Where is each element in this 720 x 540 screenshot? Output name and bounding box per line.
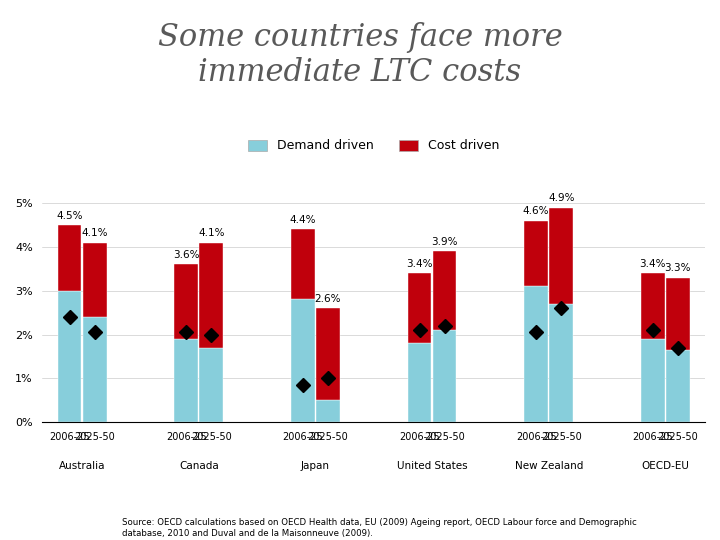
Text: Canada: Canada xyxy=(179,461,219,471)
Bar xyxy=(666,350,690,422)
Bar xyxy=(524,221,548,286)
Text: OECD-EU: OECD-EU xyxy=(642,461,689,471)
Text: Some countries face more
immediate LTC costs: Some countries face more immediate LTC c… xyxy=(158,22,562,89)
Bar xyxy=(433,251,456,330)
Bar xyxy=(524,286,548,422)
Bar xyxy=(408,343,431,422)
Text: United States: United States xyxy=(397,461,467,471)
Bar xyxy=(174,265,198,339)
Bar xyxy=(199,242,223,348)
Bar xyxy=(58,225,81,291)
Text: 3.6%: 3.6% xyxy=(173,250,199,260)
Bar xyxy=(433,330,456,422)
Text: 3.3%: 3.3% xyxy=(665,263,691,273)
Bar xyxy=(641,273,665,339)
Bar xyxy=(291,300,315,422)
Legend: Demand driven, Cost driven: Demand driven, Cost driven xyxy=(243,134,504,158)
Text: 4.9%: 4.9% xyxy=(548,193,575,203)
Text: 4.5%: 4.5% xyxy=(56,211,83,221)
Text: New Zealand: New Zealand xyxy=(515,461,583,471)
Text: 3.4%: 3.4% xyxy=(639,259,666,269)
Text: 4.1%: 4.1% xyxy=(198,228,225,238)
Text: 3.4%: 3.4% xyxy=(406,259,433,269)
Bar xyxy=(199,348,223,422)
Text: 4.1%: 4.1% xyxy=(81,228,108,238)
Bar xyxy=(549,207,573,304)
Text: Source: OECD calculations based on OECD Health data, EU (2009) Ageing report, OE: Source: OECD calculations based on OECD … xyxy=(122,518,637,538)
Bar xyxy=(641,339,665,422)
Text: 3.9%: 3.9% xyxy=(431,237,458,247)
Bar xyxy=(316,400,340,422)
Bar xyxy=(83,317,107,422)
Bar xyxy=(174,339,198,422)
Bar xyxy=(549,304,573,422)
Bar xyxy=(316,308,340,400)
Bar xyxy=(291,230,315,300)
Text: Japan: Japan xyxy=(301,461,330,471)
Text: 2.6%: 2.6% xyxy=(315,294,341,304)
Text: 4.4%: 4.4% xyxy=(289,215,316,225)
Bar xyxy=(58,291,81,422)
Bar xyxy=(666,278,690,350)
Bar xyxy=(83,242,107,317)
Bar xyxy=(408,273,431,343)
Text: Australia: Australia xyxy=(59,461,105,471)
Text: 4.6%: 4.6% xyxy=(523,206,549,216)
